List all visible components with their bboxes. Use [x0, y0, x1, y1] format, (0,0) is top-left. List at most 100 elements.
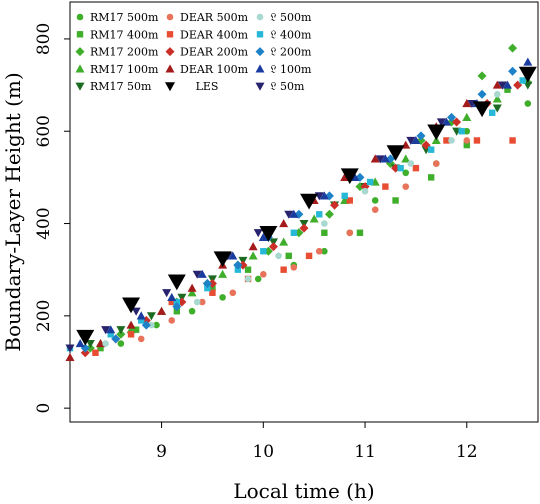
- data-point: [427, 174, 435, 181]
- data-point: [253, 229, 263, 238]
- legend-entry: RM17 50m: [75, 80, 152, 93]
- x-axis: 9 10 11 12: [156, 422, 478, 462]
- data-point: [204, 284, 211, 292]
- data-point: [76, 329, 95, 346]
- data-point: [244, 266, 252, 273]
- legend-marker: [255, 82, 265, 91]
- data-point: [321, 229, 328, 236]
- legend-entry: DEAR 500m: [166, 11, 249, 24]
- legend-label: RM17 100m: [90, 63, 159, 76]
- data-point: [477, 89, 487, 99]
- data-point: [427, 124, 446, 141]
- data-point: [202, 279, 212, 289]
- legend-label: DEAR 100m: [180, 63, 249, 76]
- series-dear-200m: [80, 80, 523, 358]
- data-point: [132, 326, 140, 333]
- data-point: [244, 275, 252, 283]
- data-point: [116, 329, 126, 339]
- y-tick-label: 0: [34, 403, 54, 414]
- legend-entry: 𝔏 100m: [255, 63, 312, 76]
- data-point: [309, 214, 319, 223]
- data-point: [97, 344, 104, 352]
- data-point: [168, 317, 176, 324]
- data-point: [192, 270, 202, 279]
- data-point: [260, 271, 267, 278]
- y-axis: 0 200 400 600 800: [34, 23, 70, 414]
- legend-label: RM17 500m: [90, 11, 159, 24]
- data-point: [209, 289, 216, 296]
- data-point: [346, 229, 354, 237]
- legend-entry: RM17 500m: [76, 11, 159, 24]
- data-point: [126, 320, 136, 329]
- data-point: [187, 288, 197, 297]
- data-point: [229, 289, 237, 297]
- data-point: [107, 331, 114, 338]
- data-point: [436, 118, 446, 127]
- data-point: [116, 326, 126, 335]
- data-point: [213, 251, 232, 268]
- legend-marker: [165, 47, 175, 57]
- legend-marker: [165, 64, 175, 73]
- y-tick-label: 200: [34, 300, 54, 332]
- data-point: [477, 71, 487, 81]
- legend-entry: DEAR 400m: [166, 28, 249, 41]
- data-point: [122, 297, 141, 314]
- legend-marker: [255, 47, 265, 57]
- data-point: [136, 311, 146, 320]
- data-point: [504, 86, 511, 93]
- data-point: [315, 247, 323, 255]
- data-point: [193, 298, 201, 306]
- legend-label: DEAR 200m: [180, 46, 249, 59]
- data-points: [65, 43, 537, 361]
- data-point: [397, 164, 404, 172]
- x-tick-label: 12: [456, 442, 478, 462]
- data-point: [305, 252, 313, 260]
- data-point: [75, 339, 85, 348]
- data-point: [285, 252, 292, 260]
- data-point: [463, 137, 471, 144]
- data-point: [268, 242, 278, 252]
- data-point: [489, 109, 496, 116]
- data-point: [427, 146, 435, 153]
- data-point: [386, 145, 405, 161]
- legend-label: 𝔏 500m: [270, 11, 312, 24]
- legend-marker: [256, 31, 264, 38]
- legend-label: 𝔏 50m: [270, 80, 305, 93]
- data-point: [463, 141, 470, 149]
- data-point: [219, 294, 226, 301]
- data-point: [462, 112, 472, 121]
- data-point: [117, 340, 125, 347]
- data-point: [497, 81, 507, 90]
- legend-marker: [76, 31, 84, 38]
- data-point: [319, 191, 329, 200]
- data-point: [356, 229, 364, 236]
- data-point: [370, 154, 380, 163]
- data-point: [260, 248, 267, 255]
- legend-label: LES: [196, 80, 219, 93]
- data-point: [402, 183, 410, 190]
- data-point: [187, 283, 197, 292]
- data-point: [131, 307, 141, 316]
- data-point: [492, 94, 502, 103]
- data-point: [361, 187, 369, 195]
- data-point: [371, 206, 379, 213]
- data-point: [111, 334, 121, 344]
- data-point: [167, 292, 177, 301]
- legend-marker: [75, 64, 85, 73]
- data-point: [492, 80, 502, 89]
- legend-marker: [75, 47, 85, 57]
- legend-label: 𝔏 200m: [270, 46, 312, 59]
- data-point: [406, 136, 416, 145]
- series-𝔏-100m: [75, 57, 533, 348]
- legend-label: RM17 400m: [90, 28, 159, 41]
- data-point: [234, 266, 242, 273]
- data-point: [518, 66, 537, 83]
- data-point: [407, 160, 415, 167]
- plot-area: 0 200 400 600 800 9 10 11 12: [34, 1, 539, 462]
- data-point: [85, 339, 95, 349]
- data-point: [290, 229, 298, 236]
- data-point: [330, 200, 340, 210]
- legend-marker: [166, 31, 174, 38]
- data-point: [80, 348, 90, 358]
- data-point: [65, 352, 75, 361]
